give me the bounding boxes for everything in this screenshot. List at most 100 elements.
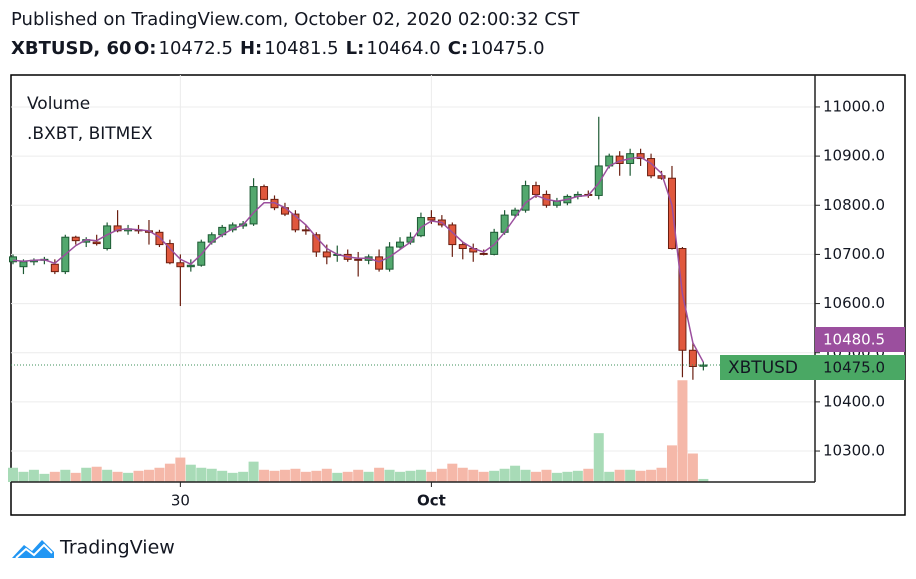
candle-body xyxy=(186,264,195,268)
volume-bar xyxy=(269,470,280,482)
volume-bar xyxy=(415,469,426,482)
candle-body xyxy=(354,258,363,261)
volume-bar xyxy=(698,478,709,482)
volume-bar xyxy=(28,469,39,482)
candle-body xyxy=(490,231,499,255)
candle-body xyxy=(636,153,645,160)
volume-bar xyxy=(478,471,489,482)
candle-body xyxy=(155,231,164,246)
volume-bar xyxy=(457,467,468,482)
volume-bar xyxy=(363,471,374,482)
legend-source: .BXBT, BITMEX xyxy=(27,124,153,144)
candle-body xyxy=(9,256,17,263)
candle-body xyxy=(50,263,59,273)
candle-body xyxy=(92,241,101,245)
volume-bar xyxy=(510,465,521,482)
candle-body xyxy=(532,185,540,195)
volume-bar xyxy=(551,472,562,482)
y-tick-label: 11000.0 xyxy=(823,97,885,115)
candle-body xyxy=(479,252,488,255)
frame xyxy=(10,74,906,516)
y-tick-label: 10900.0 xyxy=(823,147,885,165)
last-label-box xyxy=(720,355,905,380)
volume-bar xyxy=(8,467,18,482)
volume-bar xyxy=(405,470,416,482)
volume-bar xyxy=(646,469,657,482)
candle-body xyxy=(375,256,384,270)
ohlc-value: 10475.0 xyxy=(470,38,544,59)
volume-bar xyxy=(342,471,353,482)
candle-body xyxy=(176,262,185,268)
volume-bar xyxy=(426,471,437,482)
volume-bar xyxy=(143,469,154,482)
candle-body xyxy=(260,186,269,200)
candle-body xyxy=(280,207,289,215)
candle-body xyxy=(71,236,80,242)
ma-label: 10480.5 xyxy=(823,331,885,349)
candle-body xyxy=(322,251,331,258)
volume-bar xyxy=(206,468,217,482)
candle-body xyxy=(19,261,28,268)
volume-bar xyxy=(311,470,322,482)
volume-bar xyxy=(332,472,343,482)
legend-volume: Volume xyxy=(27,94,90,114)
volume-bar xyxy=(447,463,458,482)
volume-bar xyxy=(384,469,395,482)
ohlc-value: 10481.5 xyxy=(264,38,338,59)
ohlc-value: 10472.5 xyxy=(159,38,233,59)
candle-body xyxy=(165,243,174,264)
volume-bar xyxy=(217,470,228,482)
volume-bar xyxy=(499,468,510,482)
ohlc-key: C: xyxy=(448,38,468,59)
volume-bar xyxy=(468,469,479,482)
volume-bar xyxy=(290,468,301,482)
volume-bar xyxy=(18,471,29,482)
candle-body xyxy=(594,165,603,196)
volume-bar xyxy=(562,471,573,482)
volume-bar xyxy=(572,470,583,482)
y-tick-label: 10700.0 xyxy=(823,245,885,263)
volume-bar xyxy=(583,468,594,482)
candle-body xyxy=(291,213,300,231)
x-tick-label: Oct xyxy=(417,492,446,510)
y-tick-label: 10300.0 xyxy=(823,442,885,460)
volume-bar xyxy=(541,469,552,482)
volume-bar xyxy=(300,471,311,482)
volume-bar xyxy=(321,468,332,482)
volume-bar xyxy=(520,469,531,482)
volume-bar xyxy=(196,467,207,482)
volume-bar xyxy=(248,461,259,482)
volume-bar xyxy=(154,467,165,482)
candle-body xyxy=(678,248,687,351)
volume-bar xyxy=(39,473,50,482)
candle-body xyxy=(113,225,122,232)
candle-body xyxy=(688,349,697,367)
candle-body xyxy=(396,241,405,248)
ohlc-value: 10464.0 xyxy=(366,38,440,59)
candle-body xyxy=(667,177,676,250)
ohlc-key: O: xyxy=(134,38,157,59)
volume-bar xyxy=(133,470,144,482)
volume-bar xyxy=(164,463,175,482)
volume-bar xyxy=(70,472,81,482)
candle-body xyxy=(103,225,112,250)
candle-body xyxy=(458,244,467,250)
candle-body xyxy=(521,185,530,211)
candle-body xyxy=(657,175,666,179)
ma-label-box xyxy=(815,327,905,352)
published-line: Published on TradingView.com, October 02… xyxy=(11,9,580,30)
volume-bar xyxy=(279,469,290,482)
volume-bar xyxy=(604,471,615,482)
volume-bar xyxy=(91,466,102,482)
symbol-label: XBTUSD xyxy=(728,358,798,378)
volume-bar xyxy=(489,470,500,482)
volume-bar xyxy=(259,469,270,482)
volume-bar xyxy=(353,469,364,482)
candle-body xyxy=(699,364,708,367)
footer-brand: TradingView xyxy=(59,537,175,559)
volume-bar xyxy=(614,469,625,482)
volume-bar xyxy=(81,467,92,482)
volume-bar xyxy=(60,469,71,482)
logo xyxy=(12,540,54,559)
